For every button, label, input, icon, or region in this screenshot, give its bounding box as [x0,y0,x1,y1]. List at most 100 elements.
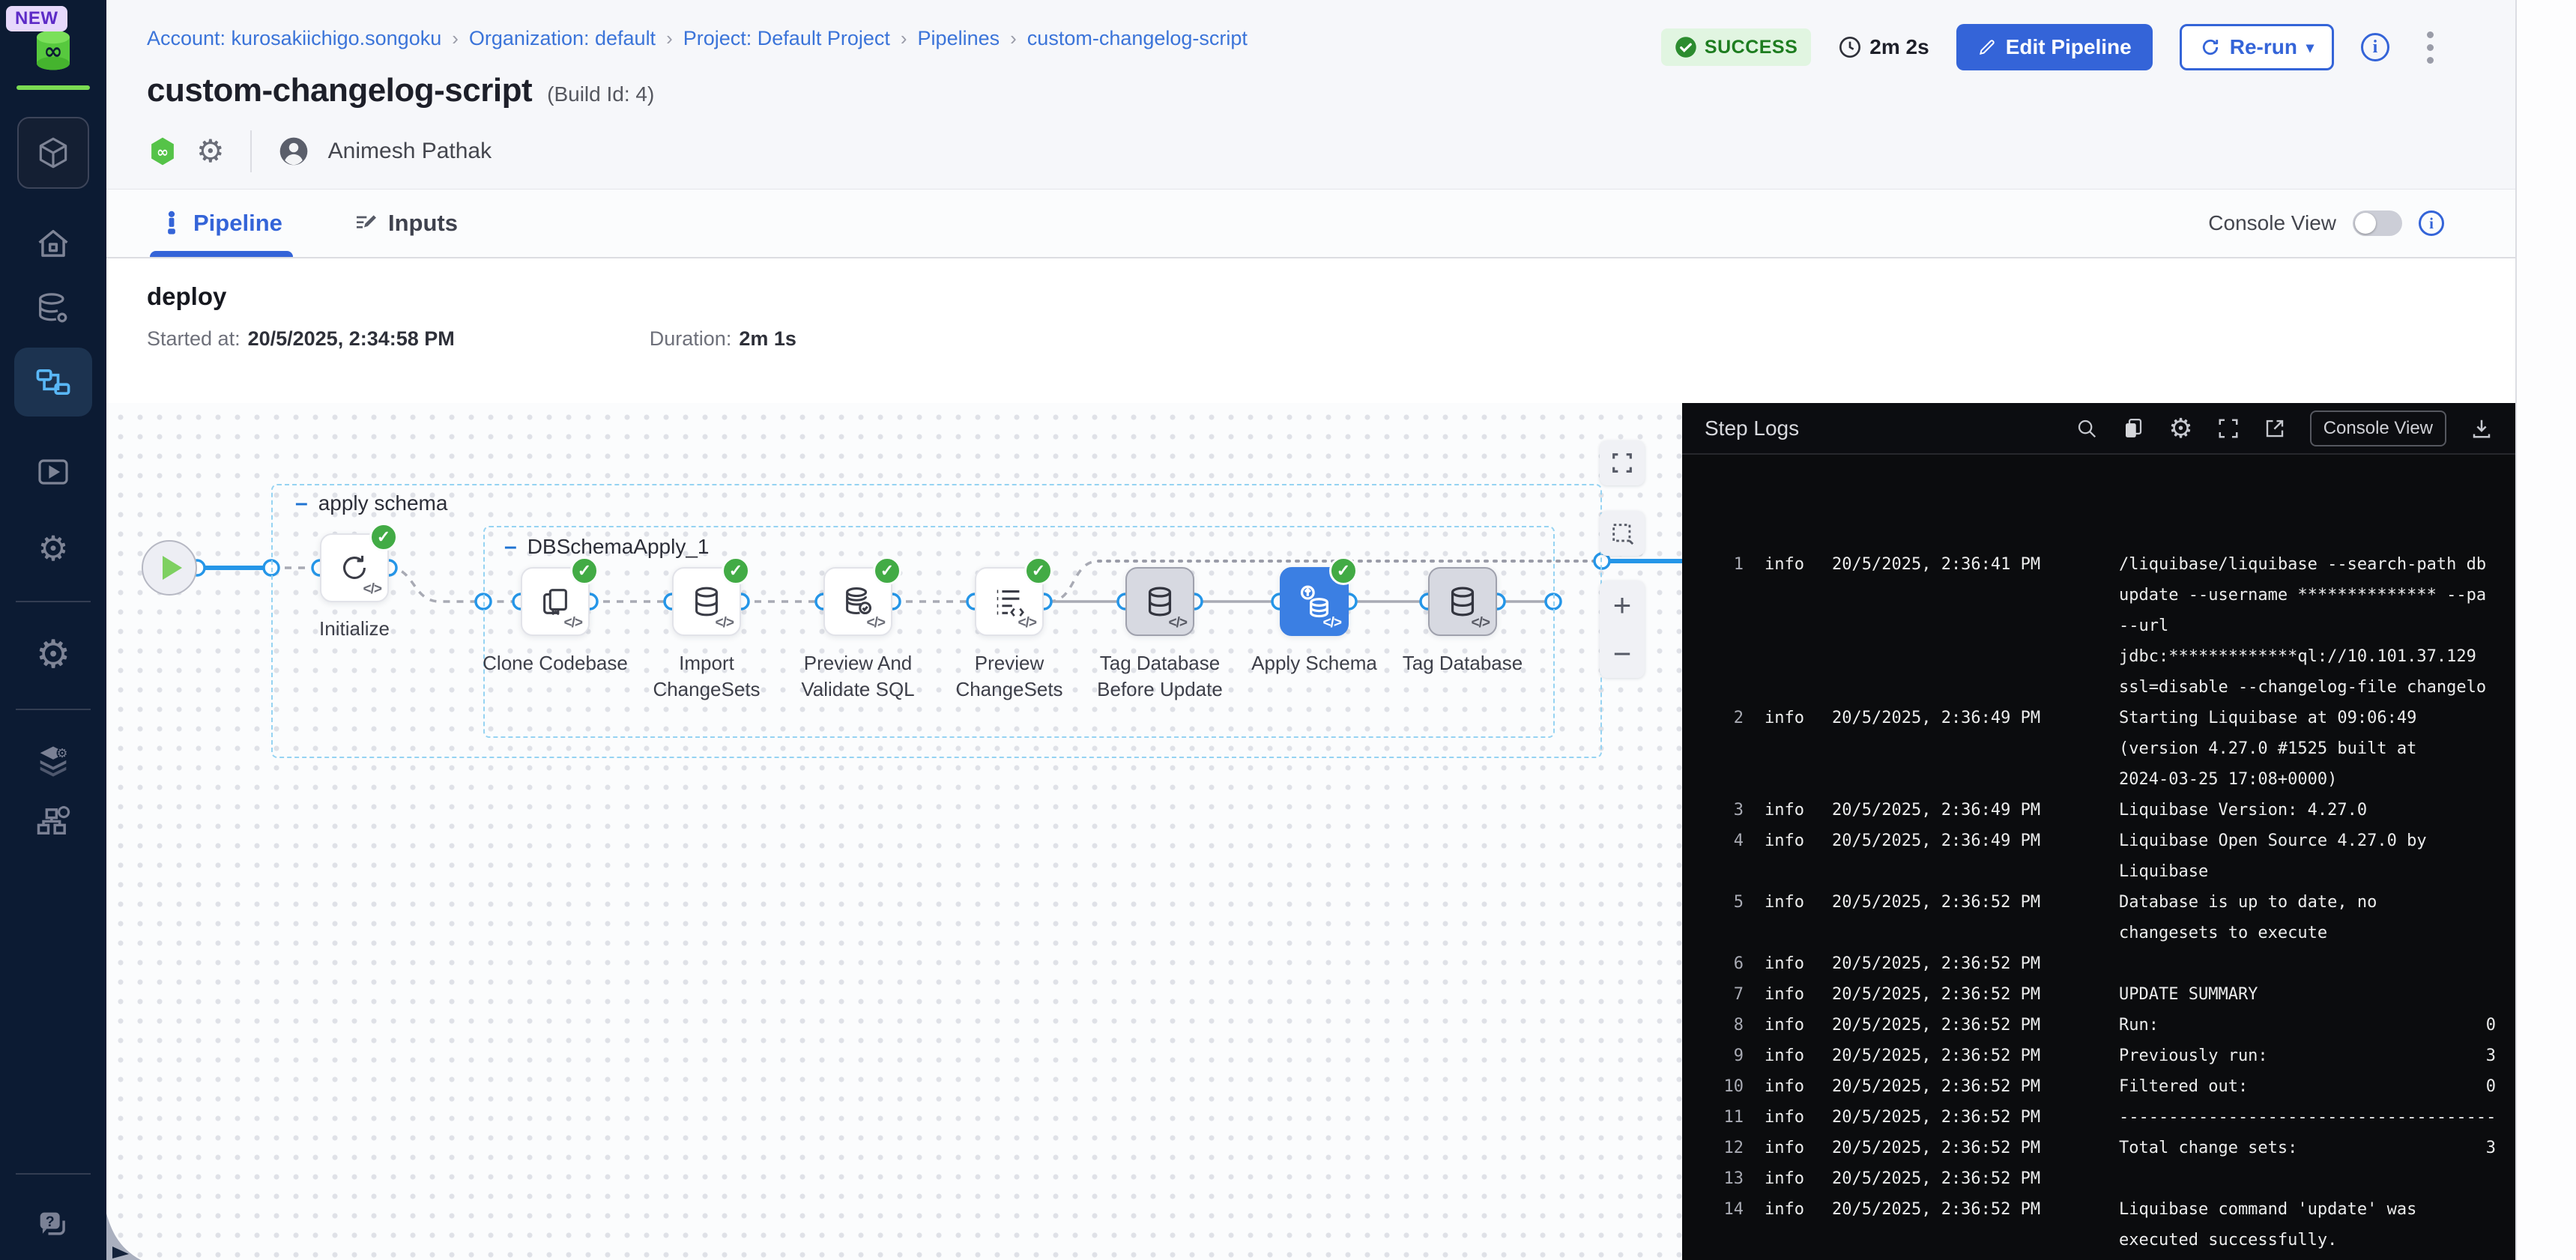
code-icon: </> [715,615,735,631]
log-settings-gear-icon[interactable]: ⚙ [2168,412,2193,443]
sidebar-item-databases[interactable] [32,288,74,330]
console-view-toggle[interactable] [2353,210,2402,236]
log-entry: 10 info 20/5/2025, 2:36:52 PM Filtered out:… [1705,1071,2497,1102]
breadcrumb-account[interactable]: Account: kurosakiichigo.songoku [147,27,442,49]
log-body[interactable]: 1 info 20/5/2025, 2:36:41 PM/liquibase/liq… [1682,455,2515,1256]
code-icon: </> [1018,615,1038,631]
top-actions: SUCCESS 2m 2s Edit Pipeline Re-run ▾ i [1660,24,2444,70]
rerun-button[interactable]: Re-run ▾ [2179,24,2334,70]
collapse-minus-icon[interactable]: – [295,491,308,515]
log-message: Run: 0 [2119,1016,2496,1035]
node-label: Preview ChangeSets [955,652,1063,700]
tabbar: Pipeline Inputs Console View i [106,190,2515,258]
breadcrumb-organization[interactable]: Organization: default [468,27,656,49]
node-label: Initialize [319,617,390,640]
tab-pipeline[interactable]: Pipeline [150,190,293,257]
author-name: Animesh Pathak [327,139,492,163]
node-tag-database-before-update[interactable]: </> [1125,567,1194,636]
tab-inputs[interactable]: Inputs [354,190,458,257]
sidebar-item-module-picker[interactable] [17,117,89,189]
status-badge: SUCCESS [1660,28,1812,66]
zoom-out-button[interactable]: − [1612,635,1632,671]
node-apply-schema-selected[interactable]: ✓ </> [1280,557,1358,636]
log-message [2119,1163,2496,1194]
log-message: UPDATE SUMMARY [2119,985,2258,1004]
node-import-changesets[interactable]: ✓ </> [672,557,750,636]
expand-fullscreen-icon[interactable] [2217,417,2240,440]
harness-dbops-logo-icon[interactable]: ∞ [27,25,79,75]
log-entry: 11 info 20/5/2025, 2:36:52 PM -------------… [1705,1102,2497,1133]
database-icon [689,584,724,619]
sidebar-item-help[interactable]: ? [32,1205,74,1247]
log-console-view-button[interactable]: Console View [2309,410,2446,446]
log-entry: 8 info 20/5/2025, 2:36:52 PM Run: 0 [1705,1010,2496,1041]
console-view-label: Console View [2208,211,2336,234]
node-tag-database[interactable]: </> [1428,567,1497,636]
success-check-icon: ✓ [570,557,599,585]
success-check-icon: ✓ [1329,557,1358,585]
info-icon[interactable]: i [2419,210,2444,236]
stepgroup-dbschemaapply [483,526,1555,738]
log-entry: 12 info 20/5/2025, 2:36:52 PM Total change … [1705,1133,2497,1163]
zoom-in-button[interactable]: + [1612,587,1632,623]
log-message: Filtered out: 0 [2119,1077,2496,1096]
log-message: /liquibase/liquibase --search-path db upd… [2119,555,2487,697]
chevron-right-icon: › [452,27,459,49]
sidebar-divider [16,601,91,602]
download-icon[interactable] [2470,417,2493,440]
sidebar-item-pipelines-active[interactable] [14,348,92,417]
pipelines-icon [36,369,70,396]
node-initialize[interactable]: ✓ </> [320,523,398,602]
log-header-icons: ⚙ Console View [2075,410,2493,446]
sidebar-item-executions[interactable] [32,451,74,493]
log-message: Starting Liquibase at 09:06:49 (version 4… [2119,709,2417,789]
help-chat-icon: ? [40,1212,65,1235]
node-preview-and-validate-sql[interactable]: ✓ </> [823,557,901,636]
breadcrumb-pipeline-name[interactable]: custom-changelog-script [1027,27,1248,49]
breadcrumb-project[interactable]: Project: Default Project [683,27,890,49]
search-icon[interactable] [2075,417,2098,440]
canvas-fit-view-button[interactable] [1600,440,1645,485]
code-icon: </> [1168,615,1188,631]
node-label: Preview And Validate SQL [801,652,915,700]
node-clone-codebase[interactable]: ✓ </> [521,557,599,636]
success-check-icon: ✓ [873,557,901,585]
code-icon: </> [1322,615,1343,631]
log-entry: 6 info 20/5/2025, 2:36:52 PM [1705,948,2496,979]
duration-label: Duration: [649,327,732,350]
node-preview-changesets[interactable]: ✓ </> [975,557,1053,636]
info-icon[interactable]: i [2361,33,2389,61]
avatar-icon [277,135,310,168]
canvas-box-select-button[interactable] [1600,511,1645,556]
sidebar-item-db-settings[interactable]: ⚙ [32,527,74,569]
log-message: -------------------------------------- [2119,1108,2496,1127]
breadcrumb-pipelines[interactable]: Pipelines [917,27,1000,49]
collapse-minus-icon[interactable]: – [504,534,517,559]
canvas-corner-fold[interactable] [106,1214,141,1260]
chevron-right-icon: › [666,27,673,49]
stage-header: deploy Started at: 20/5/2025, 2:34:58 PM … [106,258,2515,403]
open-in-new-icon[interactable] [2264,417,2286,440]
build-id: (Build Id: 4) [547,82,655,106]
pipeline-settings-gear-icon[interactable]: ⚙ [196,133,225,169]
sidebar-item-org-resources[interactable]: ⚙ [32,740,74,782]
sidebar-item-home[interactable] [32,223,74,265]
copy-icon[interactable] [2122,417,2144,440]
duration-value: 2m 1s [739,327,796,350]
breadcrumb: Account: kurosakiichigo.songoku › Organi… [147,27,1248,50]
more-options-kebab-icon[interactable] [2416,27,2444,68]
sidebar-item-project-settings[interactable]: ⚙ [32,634,74,676]
edit-pipeline-button[interactable]: Edit Pipeline [1956,24,2153,70]
chevron-right-icon: › [1010,27,1017,49]
database-gear-icon [39,293,67,323]
sidebar-divider [16,1173,91,1175]
sidebar-item-account-resources[interactable] [32,800,74,842]
page-title-row: custom-changelog-script (Build Id: 4) [147,72,654,109]
log-message: Database is up to date, no changesets to … [2119,893,2377,942]
chevron-down-icon[interactable]: ▾ [2306,39,2314,56]
gear-icon: ⚙ [37,529,69,568]
changeset-list-icon [992,584,1027,619]
started-value: 20/5/2025, 2:34:58 PM [247,327,455,350]
pipeline-canvas[interactable]: – apply schema – DBSchemaApply_1 ✓ </> I… [106,403,1682,1260]
gear-icon: ⚙ [35,633,71,676]
